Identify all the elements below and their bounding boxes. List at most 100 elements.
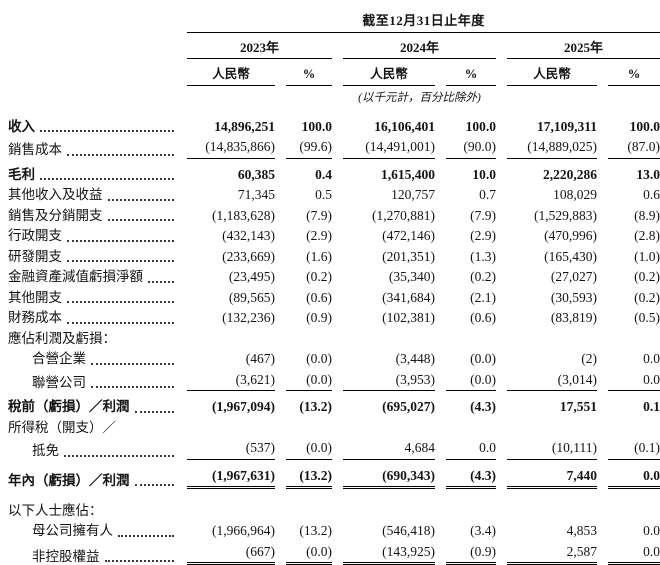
value-cell: (0.6)	[470, 310, 496, 326]
value-cell: (3,621)	[187, 372, 275, 392]
value-cell: (7.9)	[306, 207, 332, 223]
currency-header: 人民幣	[343, 59, 435, 86]
percent-header: %	[608, 63, 660, 86]
row-label: 其他收入及收益	[8, 187, 176, 203]
value-cell: (102,381)	[382, 310, 435, 326]
value-cell: 100.0	[465, 119, 496, 134]
dot-leader	[67, 260, 174, 263]
table-row: 研發開支 (233,669) (1.6) (201,351) (1.3) (165,430…	[8, 248, 660, 265]
value-cell: (201,351)	[382, 248, 435, 264]
value-cell: (1,270,881)	[372, 207, 435, 223]
row-label: 抵免	[8, 443, 176, 459]
value-cell: (90.0)	[446, 139, 496, 159]
value-cell: (0.9)	[306, 310, 332, 326]
row-label: 銷售及分銷開支	[8, 208, 176, 224]
table-row: 銷售及分銷開支 (1,183,628) (7.9) (1,270,881) (7.9) (…	[8, 207, 660, 224]
value-cell: 17,109,311	[536, 119, 597, 134]
value-cell: (467)	[245, 351, 275, 367]
dot-leader	[107, 219, 174, 222]
value-cell: 2,587	[507, 544, 597, 565]
value-cell: (13.2)	[286, 468, 332, 489]
value-cell: 14,896,251	[214, 119, 275, 134]
table-row: 收入 14,896,251 100.0 16,106,401 100.0 17,109,3…	[8, 119, 660, 135]
row-label: 年內（虧損）／利潤	[8, 473, 176, 489]
value-cell: 2,220,286	[543, 166, 597, 182]
value-cell: (0.2)	[634, 269, 660, 285]
table-row: 非控股權益 (667) (0.0) (143,925) (0.9) 2,587 0.0	[8, 544, 660, 565]
value-cell: (7.9)	[470, 207, 496, 223]
value-cell: 4,684	[343, 440, 435, 460]
dot-leader	[67, 301, 174, 304]
row-label: 所得稅（開支）／	[8, 419, 116, 435]
value-cell: (695,027)	[382, 399, 435, 415]
row-label: 毛利	[8, 167, 176, 183]
value-cell: (2)	[581, 351, 597, 367]
value-cell: (10,111)	[507, 440, 597, 460]
value-cell: 7,440	[507, 468, 597, 489]
value-cell: (23,495)	[228, 269, 275, 285]
row-label: 母公司擁有人	[8, 523, 176, 539]
dot-leader	[134, 483, 174, 486]
value-cell: (14,835,866)	[187, 139, 275, 159]
value-cell: (0.9)	[446, 544, 496, 565]
value-cell: (0.0)	[286, 372, 332, 392]
dot-leader	[148, 280, 174, 283]
table-row: 聯營公司 (3,621) (0.0) (3,953) (0.0) (3,014) 0.0	[8, 372, 660, 392]
table-title: 截至12月31日止年度	[187, 6, 660, 33]
row-label: 財務成本	[8, 310, 176, 326]
value-cell: (1,183,628)	[212, 207, 275, 223]
row-label: 金融資產減值虧損淨額	[8, 269, 176, 285]
table-row: 財務成本 (132,236) (0.9) (102,381) (0.6) (83,819)…	[8, 310, 660, 326]
value-cell: (3,953)	[343, 372, 435, 392]
value-cell: (87.0)	[608, 139, 660, 159]
value-cell: (432,143)	[222, 228, 275, 244]
value-cell: (1,529,883)	[534, 207, 597, 223]
value-cell: (3.4)	[470, 523, 496, 539]
value-cell: (3,448)	[395, 351, 435, 367]
value-cell: 1,615,400	[381, 166, 435, 182]
value-cell: (0.0)	[306, 351, 332, 367]
value-cell: (165,430)	[544, 248, 597, 264]
value-cell: (27,027)	[550, 269, 597, 285]
row-label: 研發開支	[8, 249, 176, 265]
value-cell: (0.0)	[286, 544, 332, 565]
value-cell: 16,106,401	[374, 119, 435, 134]
section-row: 應佔利潤及虧損：	[8, 331, 656, 347]
table-row: 其他收入及收益 71,345 0.5 120,757 0.7 108,029 0.6	[8, 187, 660, 203]
value-cell: (4.3)	[470, 399, 496, 415]
dot-leader	[67, 239, 174, 242]
value-cell: 0.4	[315, 166, 332, 182]
value-cell: (0.2)	[470, 269, 496, 285]
table-row: 毛利 60,385 0.4 1,615,400 10.0 2,220,286 13.0	[8, 166, 660, 183]
value-cell: 17,551	[559, 399, 597, 415]
dot-leader	[40, 130, 174, 133]
value-cell: 0.0	[643, 523, 660, 539]
value-cell: (0.6)	[306, 289, 332, 305]
value-cell: (0.2)	[634, 289, 660, 305]
value-cell: (1,967,631)	[187, 468, 275, 489]
value-cell: (35,340)	[388, 269, 435, 285]
dot-leader	[64, 454, 174, 457]
value-cell: 10.0	[472, 166, 496, 182]
table-row: 銷售成本 (14,835,866) (99.6) (14,491,001) (90.0)…	[8, 139, 660, 159]
value-cell: 0.6	[643, 187, 660, 203]
row-label: 稅前（虧損）／利潤	[8, 399, 176, 415]
value-cell: (89,565)	[228, 289, 275, 305]
value-cell: (3,014)	[507, 372, 597, 392]
value-cell: (4.3)	[446, 468, 496, 489]
value-cell: (472,146)	[382, 228, 435, 244]
value-cell: 0.0	[446, 440, 496, 460]
row-label: 其他開支	[8, 290, 176, 306]
dot-leader	[91, 362, 174, 365]
value-cell: (233,669)	[222, 248, 275, 264]
value-cell: (690,343)	[343, 468, 435, 489]
value-cell: (8.9)	[634, 207, 660, 223]
value-cell: 0.0	[608, 544, 660, 565]
value-cell: (14,889,025)	[507, 139, 597, 159]
value-cell: (1,966,964)	[212, 523, 275, 539]
value-cell: (546,418)	[382, 523, 435, 539]
row-label: 收入	[8, 119, 176, 135]
dot-leader	[134, 410, 174, 413]
row-label: 行政開支	[8, 228, 176, 244]
value-cell: (2.9)	[306, 228, 332, 244]
